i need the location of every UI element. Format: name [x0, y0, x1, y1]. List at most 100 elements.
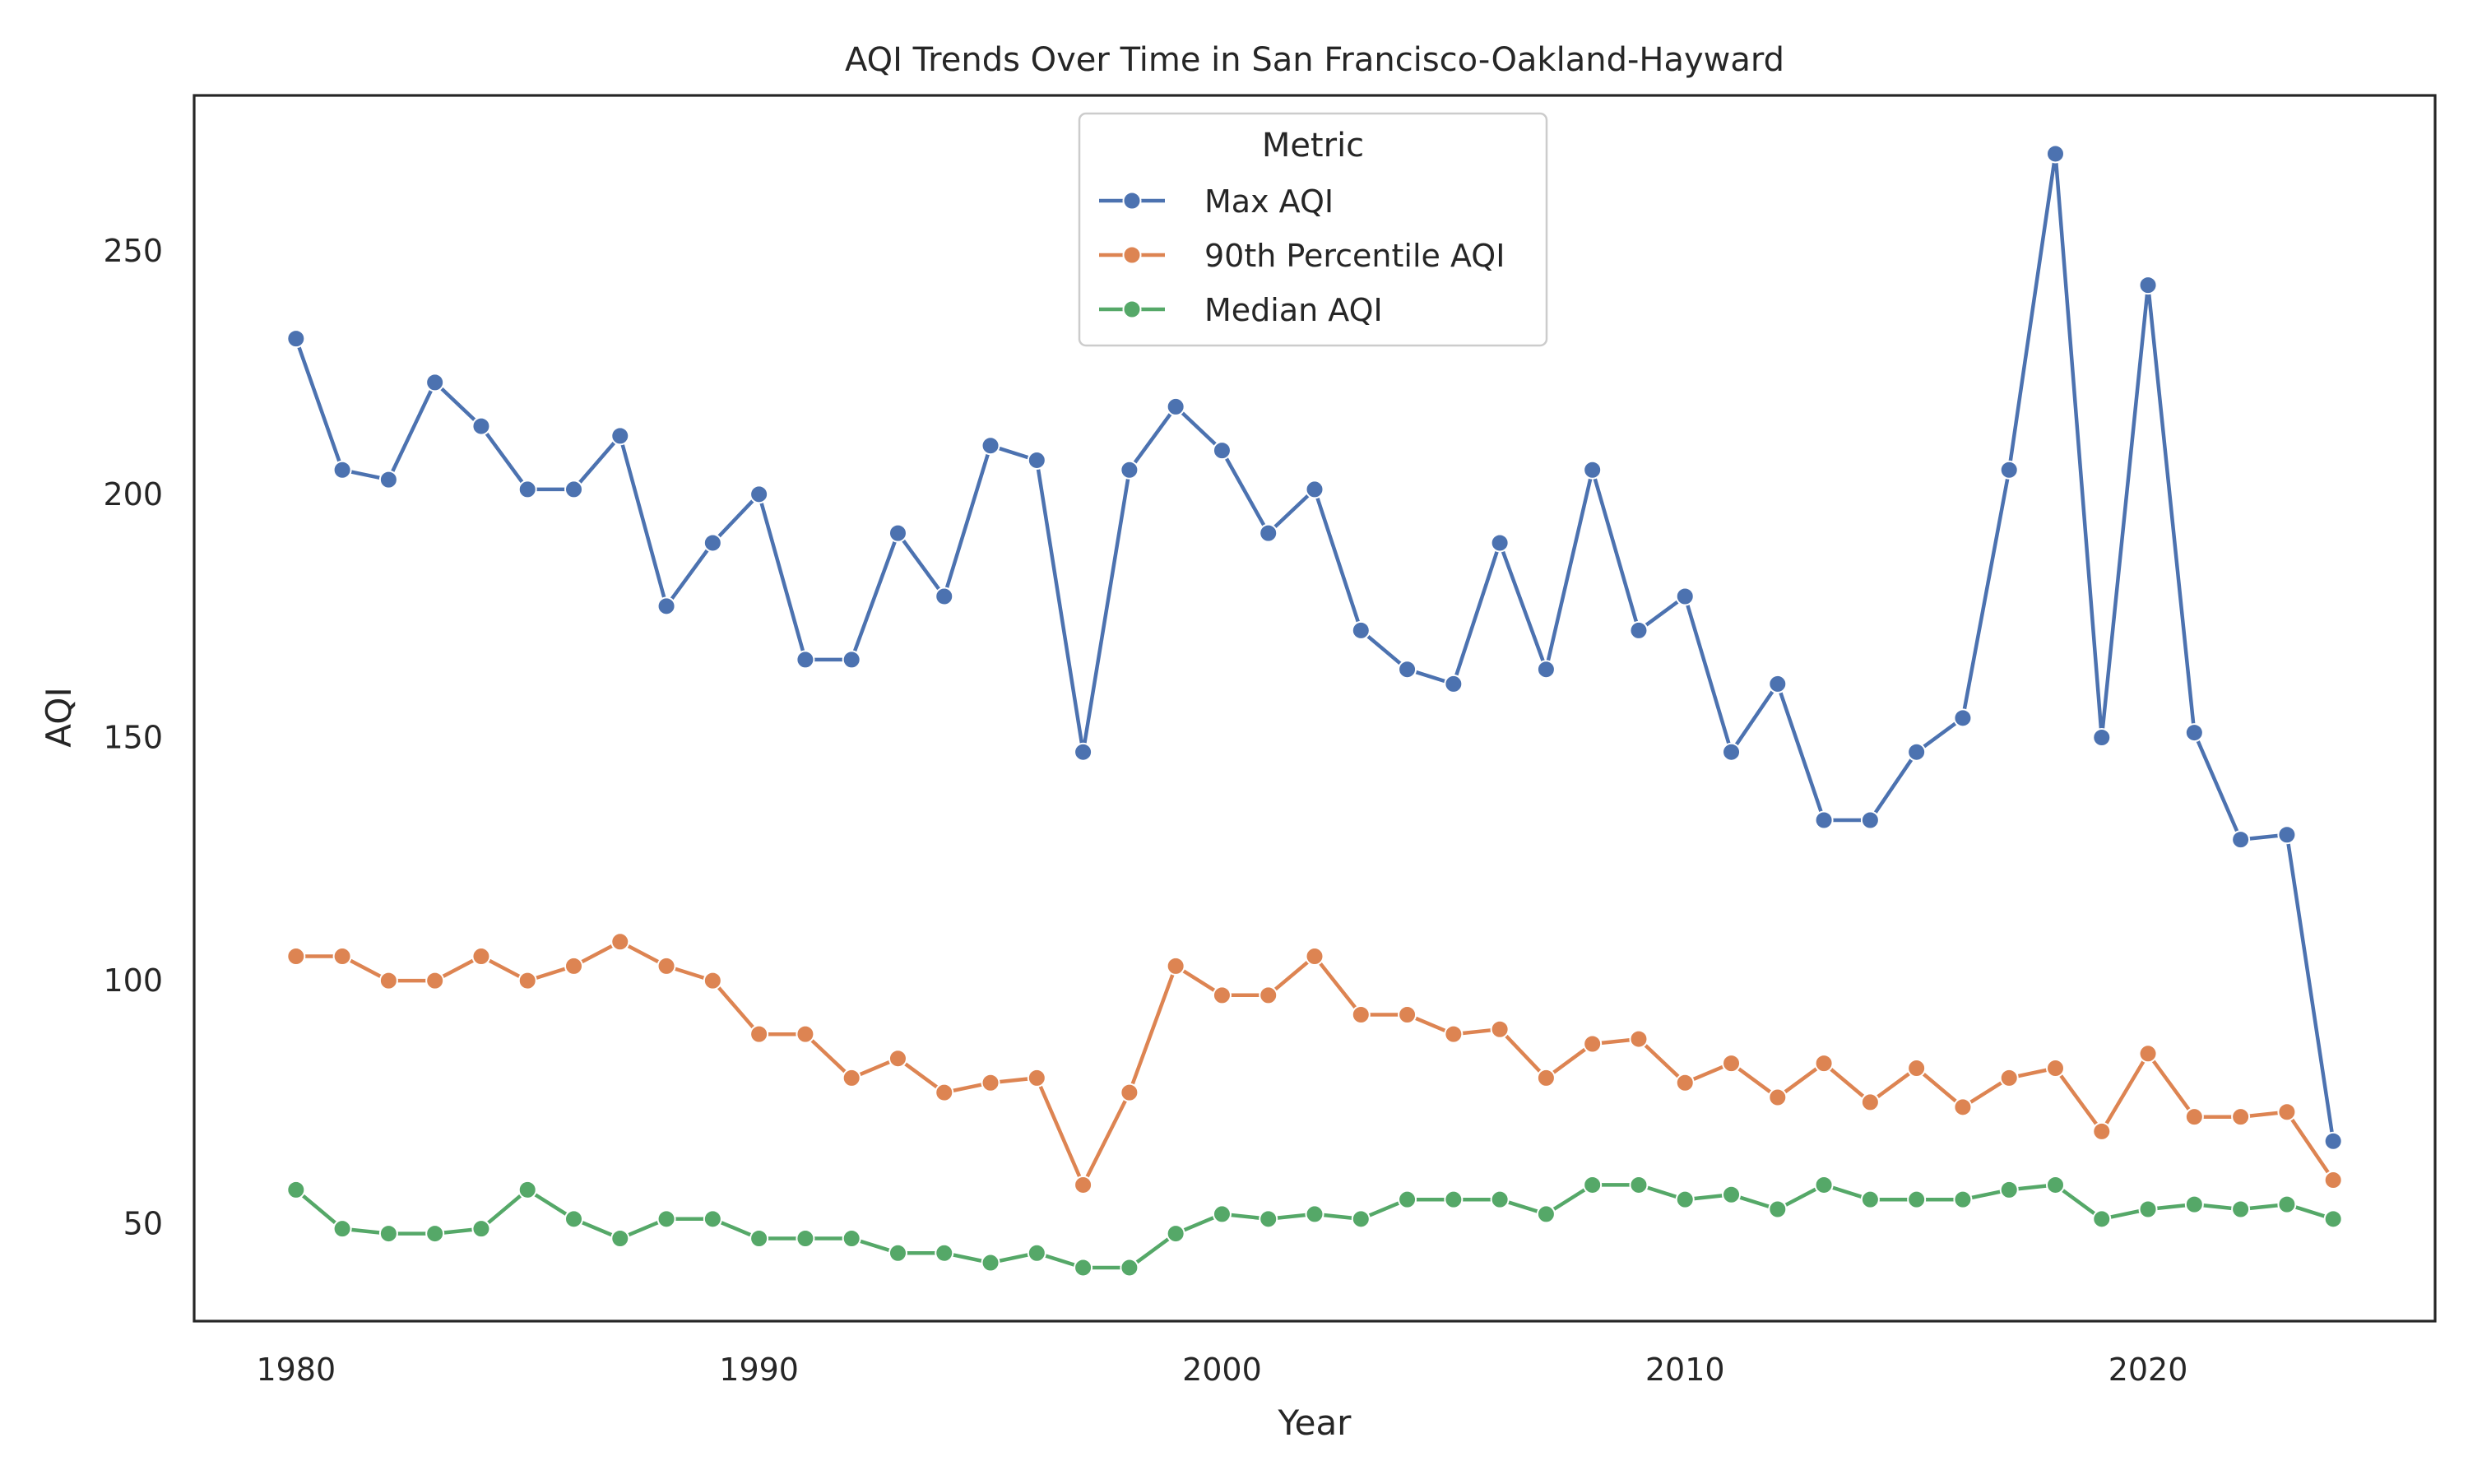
legend-swatch-marker — [1122, 299, 1142, 319]
data-point — [1768, 1087, 1788, 1107]
data-point — [1536, 1204, 1556, 1224]
data-point — [1212, 1204, 1232, 1224]
data-point — [425, 971, 445, 990]
data-point — [1490, 1190, 1510, 1209]
data-point — [2138, 1044, 2158, 1064]
data-point — [1722, 1185, 1742, 1204]
data-point — [1583, 1034, 1603, 1054]
data-point — [981, 1073, 1000, 1092]
data-point — [471, 947, 491, 967]
data-point — [471, 1219, 491, 1239]
plot-area: 1980 1990 2000 2010 2020 50 100 150 200 250 — [103, 94, 2437, 1388]
data-point — [425, 373, 445, 392]
data-point — [2323, 1131, 2343, 1151]
data-point — [1074, 742, 1093, 762]
data-point — [1583, 1175, 1603, 1194]
legend-swatch-marker — [1122, 245, 1142, 265]
data-point — [656, 596, 676, 616]
data-point — [2184, 723, 2204, 743]
data-point — [517, 480, 537, 499]
data-point — [1351, 620, 1371, 640]
data-point — [610, 1228, 630, 1248]
data-point — [2138, 1199, 2158, 1219]
y-tick-label: 250 — [103, 233, 163, 269]
data-point — [796, 1024, 815, 1044]
data-point — [517, 971, 537, 990]
data-point — [286, 1180, 306, 1199]
data-point — [1629, 620, 1649, 640]
data-point — [1860, 1092, 1880, 1112]
data-point — [1444, 1190, 1464, 1209]
data-point — [703, 1209, 722, 1229]
data-point — [517, 1180, 537, 1199]
data-point — [471, 416, 491, 436]
data-point — [1305, 947, 1324, 967]
data-point — [1629, 1029, 1649, 1049]
x-tick-label: 1990 — [719, 1352, 799, 1388]
y-tick-label: 100 — [103, 962, 163, 999]
data-point — [1444, 674, 1464, 693]
data-point — [1259, 1209, 1278, 1229]
data-point — [1860, 810, 1880, 830]
data-point — [703, 533, 722, 553]
data-point — [749, 485, 769, 504]
data-point — [2323, 1171, 2343, 1190]
data-point — [1166, 956, 1185, 976]
chart-title: AQI Trends Over Time in San Francisco-Oa… — [845, 41, 1784, 79]
legend: Metric Max AQI 90th Percentile AQI Median A… — [1078, 112, 1548, 347]
data-point — [2231, 1199, 2251, 1219]
data-point — [842, 650, 861, 670]
data-point — [888, 523, 907, 543]
data-point — [378, 470, 398, 489]
data-point — [1583, 460, 1603, 480]
data-point — [1259, 523, 1278, 543]
data-point — [1120, 460, 1139, 480]
data-point — [2092, 727, 2112, 747]
legend-box — [1078, 112, 1548, 347]
x-tick-label: 2010 — [1645, 1352, 1725, 1388]
data-point — [286, 947, 306, 967]
data-point — [1027, 1068, 1046, 1087]
data-point — [703, 971, 722, 990]
data-point — [1490, 533, 1510, 553]
data-point — [2231, 1107, 2251, 1127]
data-point — [610, 426, 630, 446]
data-point — [1999, 1180, 2019, 1199]
data-point — [1907, 1059, 1927, 1078]
data-point — [2231, 830, 2251, 850]
data-point — [2045, 1059, 2065, 1078]
data-point — [2045, 144, 2065, 164]
data-point — [1536, 660, 1556, 679]
data-point — [2092, 1209, 2112, 1229]
data-point — [1814, 1054, 1834, 1074]
plot-frame — [193, 94, 2437, 1323]
data-point — [1907, 742, 1927, 762]
data-point — [1398, 1190, 1417, 1209]
legend-swatch-marker — [1122, 191, 1142, 211]
data-point — [564, 480, 584, 499]
legend-title: Metric — [1262, 127, 1364, 165]
data-point — [2184, 1194, 2204, 1214]
y-tick-label: 150 — [103, 719, 163, 755]
data-point — [1629, 1175, 1649, 1194]
data-point — [564, 956, 584, 976]
data-point — [2323, 1209, 2343, 1229]
data-point — [564, 1209, 584, 1229]
data-point — [1074, 1258, 1093, 1278]
legend-entry-label: Max AQI — [1204, 183, 1334, 220]
data-point — [378, 971, 398, 990]
data-point — [2092, 1121, 2112, 1141]
data-point — [2277, 825, 2297, 845]
data-point — [796, 1228, 815, 1248]
data-point — [1351, 1005, 1371, 1024]
data-point — [1351, 1209, 1371, 1229]
data-point — [1953, 1190, 1973, 1209]
data-point — [1768, 674, 1788, 693]
data-point — [1166, 397, 1185, 416]
data-point — [981, 1253, 1000, 1273]
data-point — [1305, 1204, 1324, 1224]
data-point — [425, 1224, 445, 1244]
data-point — [332, 460, 352, 480]
data-point — [1722, 742, 1742, 762]
